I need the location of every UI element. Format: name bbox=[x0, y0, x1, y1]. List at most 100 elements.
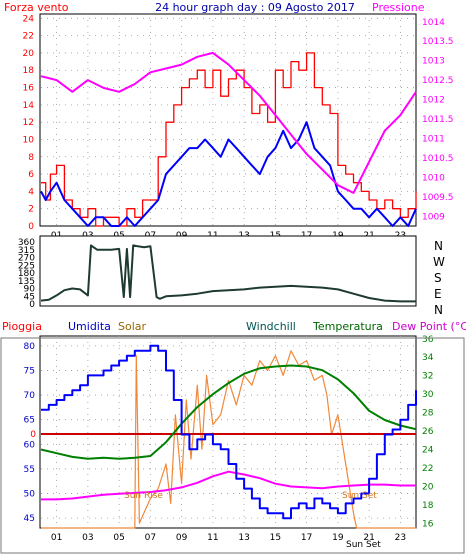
wind-axis-tick: 8 bbox=[28, 153, 34, 163]
pressure-label: Pressione bbox=[372, 1, 425, 14]
x-tick-label: 13 bbox=[238, 533, 249, 543]
pressure-axis-tick: 1012.5 bbox=[422, 76, 454, 86]
temperature-axis-tick: 36 bbox=[422, 335, 434, 345]
direction-axis-tick: 45 bbox=[24, 292, 35, 302]
pressure-axis-tick: 1014 bbox=[422, 18, 445, 28]
humidity-axis-tick: 80 bbox=[24, 342, 36, 352]
humidity-line bbox=[41, 344, 417, 520]
sunset-axis-label: Sun Set bbox=[346, 540, 381, 550]
temperature-axis-tick: 26 bbox=[422, 427, 434, 437]
wind-axis-tick: 12 bbox=[23, 118, 34, 128]
x-tick-label: 17 bbox=[301, 533, 312, 543]
wind-gust-line bbox=[41, 52, 417, 227]
humidity-axis-tick: 65 bbox=[24, 416, 35, 426]
pressure-axis-tick: 1010.5 bbox=[422, 154, 454, 164]
wind-axis-tick: 10 bbox=[23, 135, 35, 145]
humidity-temp-series bbox=[40, 344, 417, 529]
x-tick-label: 05 bbox=[113, 533, 124, 543]
sunrise-label: Sun Rise bbox=[124, 491, 163, 501]
legend-windchill: Windchill bbox=[246, 320, 296, 333]
temperature-axis-tick: 30 bbox=[422, 390, 434, 400]
compass-s: S bbox=[434, 271, 442, 285]
direction-axis-tick: 270 bbox=[18, 254, 35, 264]
direction-axis-tick: 180 bbox=[18, 269, 35, 279]
legend-solar: Solar bbox=[118, 320, 147, 333]
pressure-axis-tick: 1009.5 bbox=[422, 193, 454, 203]
wind-axis-tick: 0 bbox=[28, 222, 34, 232]
pressure-axis-tick: 1010 bbox=[422, 173, 445, 183]
temperature-axis-tick: 22 bbox=[422, 464, 433, 474]
direction-axis-tick: 225 bbox=[18, 261, 35, 271]
direction-axis-tick: 90 bbox=[24, 285, 36, 295]
humidity-temp-plot-frame bbox=[39, 335, 417, 529]
x-tick-label: 21 bbox=[363, 533, 374, 543]
temperature-line bbox=[40, 364, 417, 460]
temperature-axis-tick: 28 bbox=[422, 409, 434, 419]
chart-title: 24 hour graph day : 09 Agosto 2017 bbox=[155, 1, 355, 14]
humidity-axis-tick: 75 bbox=[24, 366, 35, 376]
wind-force-label: Forza vento bbox=[4, 1, 69, 14]
x-tick-label: 07 bbox=[145, 533, 156, 543]
x-tick-label: 23 bbox=[395, 533, 406, 543]
temperature-axis-tick: 34 bbox=[422, 353, 434, 363]
compass-labels: N W S E N bbox=[433, 239, 445, 317]
x-tick-label: 11 bbox=[207, 533, 218, 543]
pressure-axis-tick: 1012 bbox=[422, 96, 445, 106]
legend-temperatura: Temperatura bbox=[312, 320, 383, 333]
pressure-axis-tick: 1011.5 bbox=[422, 115, 454, 125]
legend-dewpoint: Dew Point (°C) bbox=[392, 320, 466, 333]
wind-axis-tick: 14 bbox=[23, 101, 35, 111]
compass-n-top: N bbox=[434, 239, 443, 253]
humidity-temp-grid bbox=[41, 336, 416, 528]
pressure-axis-tick: 1013.5 bbox=[422, 37, 454, 47]
temperature-axis-tick: 32 bbox=[422, 372, 433, 382]
humidity-temp-axes: 4550556065707580161820222426283032343601… bbox=[24, 335, 434, 543]
humidity-axis-tick: 45 bbox=[24, 514, 35, 524]
solar-line bbox=[41, 350, 416, 529]
direction-axis-tick: 360 bbox=[18, 238, 35, 248]
wind-pressure-series bbox=[40, 51, 417, 227]
direction-axis-tick: 315 bbox=[18, 246, 35, 256]
pressure-axis-tick: 1011 bbox=[422, 134, 445, 144]
dewpoint-line bbox=[41, 470, 416, 501]
x-tick-label: 09 bbox=[176, 533, 188, 543]
compass-n-bottom: N bbox=[434, 303, 443, 317]
wind-average-line bbox=[40, 121, 417, 227]
direction-axis-tick: 135 bbox=[18, 277, 35, 287]
humidity-axis-tick: 60 bbox=[24, 440, 36, 450]
humidity-axis-tick: 55 bbox=[24, 465, 35, 475]
humidity-axis-tick: 70 bbox=[24, 391, 36, 401]
compass-e: E bbox=[434, 287, 442, 301]
pressure-line bbox=[40, 51, 417, 194]
wind-axis-tick: 16 bbox=[23, 84, 35, 94]
x-tick-label: 03 bbox=[82, 533, 93, 543]
wind-axis-tick: 22 bbox=[23, 32, 34, 42]
pressure-axis-tick: 1013 bbox=[422, 57, 445, 67]
pressure-axis-tick: 1009 bbox=[422, 212, 445, 222]
wind-direction-line bbox=[40, 244, 416, 303]
x-tick-label: 19 bbox=[332, 533, 344, 543]
temperature-axis-tick: 24 bbox=[422, 446, 434, 456]
temperature-axis-tick: 16 bbox=[422, 519, 434, 529]
wind-pressure-plot-frame bbox=[39, 13, 417, 227]
humidity-axis-tick: 50 bbox=[24, 490, 36, 500]
wind-axis-tick: 6 bbox=[28, 170, 34, 180]
legend-umidita: Umidita bbox=[68, 320, 111, 333]
temperature-axis-tick: 18 bbox=[422, 501, 434, 511]
x-tick-label: 15 bbox=[270, 533, 281, 543]
temperature-axis-tick: 20 bbox=[422, 482, 434, 492]
compass-w: W bbox=[433, 255, 445, 269]
outer-bottom-frame bbox=[0, 337, 465, 554]
wind-axis-tick: 24 bbox=[23, 14, 35, 24]
wind-axis-tick: 4 bbox=[28, 187, 34, 197]
wind-axis-tick: 18 bbox=[23, 66, 35, 76]
wind-axis-tick: 20 bbox=[23, 49, 35, 59]
x-tick-label: 01 bbox=[51, 533, 62, 543]
rain-zero-tick: 0 bbox=[30, 430, 36, 440]
wind-axis-tick: 2 bbox=[28, 205, 34, 215]
direction-axis-tick: 0 bbox=[29, 300, 35, 310]
wind-direction-series bbox=[40, 244, 416, 303]
sunset-label: Sun Set bbox=[342, 491, 377, 501]
